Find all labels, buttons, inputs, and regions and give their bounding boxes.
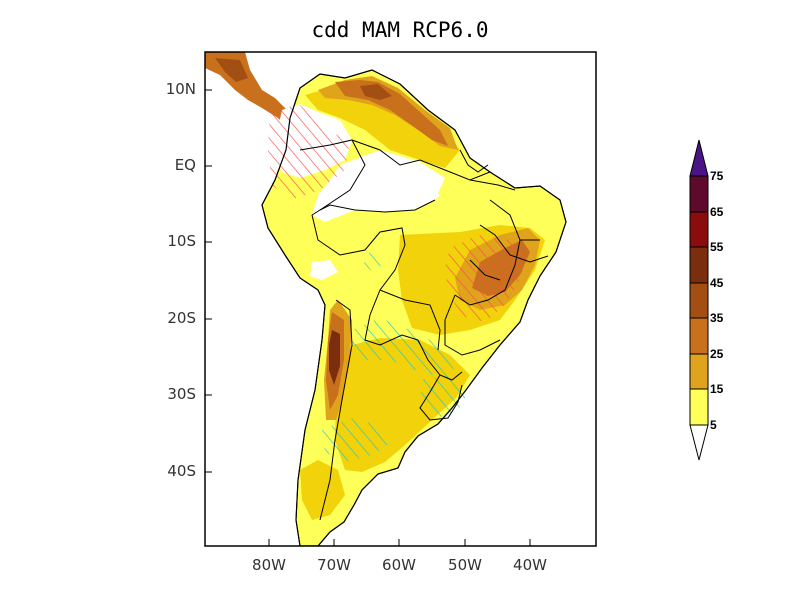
contour-45-55-venezuela-core bbox=[360, 84, 392, 100]
contour-15-25-patagonia bbox=[300, 460, 345, 520]
colorbar-label-55: 55 bbox=[710, 240, 724, 254]
colorbar-bottom-arrow bbox=[689, 424, 709, 461]
lat-label-20s: 20S bbox=[167, 309, 196, 327]
white-area-peru bbox=[310, 260, 338, 280]
lat-label-eq: EQ bbox=[174, 156, 196, 174]
lat-label-40s: 40S bbox=[167, 462, 196, 480]
contour-35-45-caribbean-coast bbox=[335, 80, 448, 146]
colorbar-bin-5-15 bbox=[689, 388, 709, 426]
colorbar-bin-45-55 bbox=[689, 246, 709, 284]
lon-label-80w: 80W bbox=[252, 556, 286, 574]
colorbar-label-15: 15 bbox=[710, 382, 724, 396]
map-frame bbox=[204, 51, 597, 547]
hatch-cyan-uruguay bbox=[420, 375, 470, 418]
colorbar-bin-65-75 bbox=[689, 175, 709, 213]
white-area-guiana bbox=[415, 186, 440, 204]
hatch-cyan-argentina bbox=[322, 418, 395, 462]
colorbar-top-arrow bbox=[689, 139, 709, 177]
colorbar-bin-35-45 bbox=[689, 282, 709, 319]
colorbar-label-65: 65 bbox=[710, 205, 724, 219]
central-america-dark bbox=[215, 58, 248, 82]
contour-15-25-north bbox=[305, 88, 460, 168]
lon-label-50w: 50W bbox=[448, 556, 482, 574]
lat-label-10s: 10S bbox=[167, 232, 196, 250]
axis-ticks bbox=[205, 89, 531, 546]
colorbar-label-5: 5 bbox=[710, 418, 717, 432]
colorbar-label-45: 45 bbox=[710, 276, 724, 290]
colorbar-label-35: 35 bbox=[710, 311, 724, 325]
contour-45-55-atacama-core bbox=[329, 330, 340, 385]
lon-label-70w: 70W bbox=[317, 556, 351, 574]
lon-label-60w: 60W bbox=[382, 556, 416, 574]
colorbar-bin-15-25 bbox=[689, 353, 709, 390]
colorbar bbox=[689, 139, 709, 461]
colorbar-bin-25-35 bbox=[689, 317, 709, 355]
lon-label-40w: 40W bbox=[513, 556, 547, 574]
hatch-cyan-bolivia bbox=[364, 248, 386, 272]
lat-label-10n: 10N bbox=[165, 80, 196, 98]
hatch-red-brazil bbox=[445, 235, 530, 322]
colorbar-bin-55-65 bbox=[689, 211, 709, 248]
country-borders bbox=[299, 139, 549, 521]
colorbar-label-25: 25 bbox=[710, 347, 724, 361]
map-title: cdd MAM RCP6.0 bbox=[311, 18, 489, 42]
coastline bbox=[261, 69, 567, 546]
colorbar-label-75: 75 bbox=[710, 169, 724, 183]
lat-label-30s: 30S bbox=[167, 385, 196, 403]
